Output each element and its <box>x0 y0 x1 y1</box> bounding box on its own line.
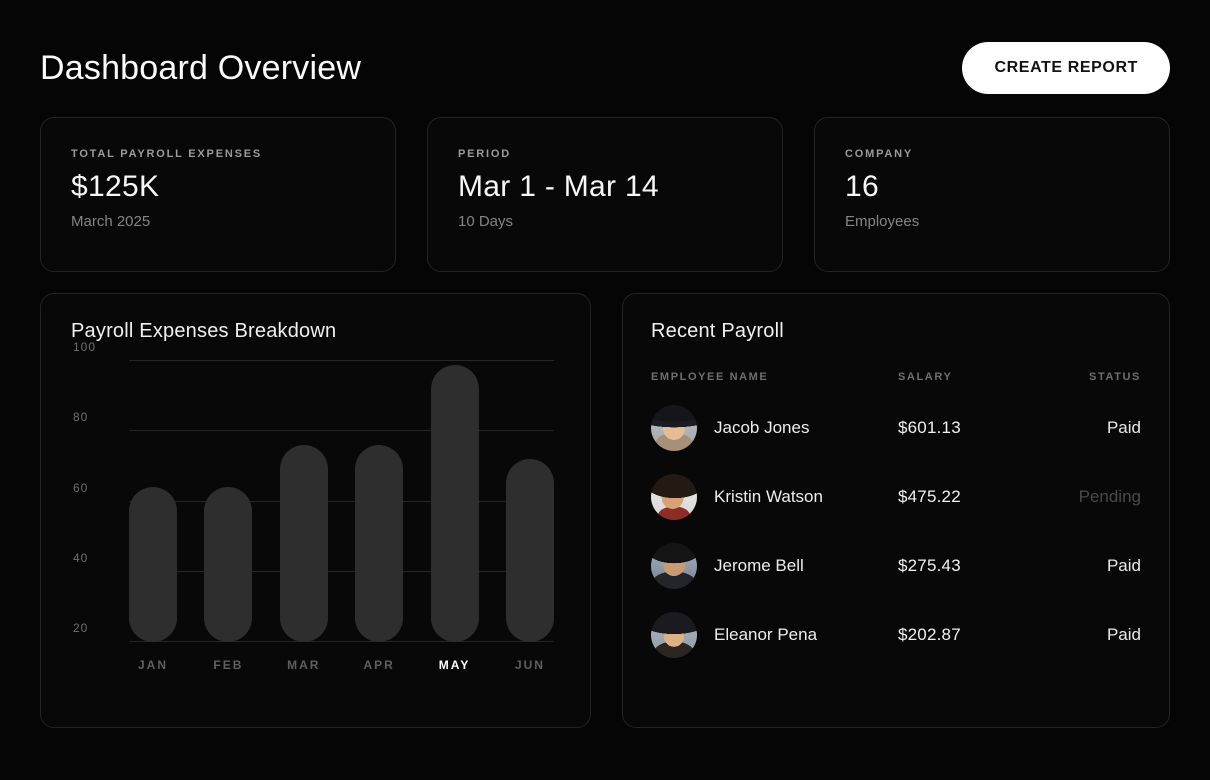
stat-subtitle: March 2025 <box>71 213 151 230</box>
column-salary: SALARY <box>898 371 953 383</box>
salary-value: $202.87 <box>898 624 961 644</box>
stat-value: $125K <box>71 170 160 203</box>
salary-value: $601.13 <box>898 417 961 437</box>
payroll-row-kristin-watson[interactable]: Kristin Watson $475.22 Pending <box>651 462 1141 531</box>
bar-apr[interactable] <box>355 445 404 642</box>
stat-value: 16 <box>845 170 879 203</box>
payroll-row-eleanor-pena[interactable]: Eleanor Pena $202.87 Paid <box>651 600 1141 669</box>
bar-jan[interactable] <box>129 487 177 642</box>
y-axis-tick-label: 100 <box>73 340 97 354</box>
chart-gridline <box>129 500 554 502</box>
column-status: STATUS <box>1089 371 1141 383</box>
payroll-table-header: EMPLOYEE NAME SALARY STATUS <box>651 371 1141 383</box>
employee-name: Eleanor Pena <box>714 624 818 644</box>
salary-value: $475.22 <box>898 486 961 506</box>
chart-gridline <box>129 360 554 361</box>
employee-cell: Eleanor Pena <box>651 611 898 658</box>
employee-name: Jacob Jones <box>714 417 810 437</box>
y-axis-tick-label: 60 <box>73 480 89 495</box>
create-report-button[interactable]: CREATE REPORT <box>962 42 1170 94</box>
recent-payroll-card: Recent Payroll EMPLOYEE NAME SALARY STAT… <box>622 293 1170 728</box>
column-employee-name: EMPLOYEE NAME <box>651 371 769 383</box>
x-axis-label-jun[interactable]: JUN <box>514 658 545 672</box>
payroll-row-jacob-jones[interactable]: Jacob Jones $601.13 Paid <box>651 393 1141 462</box>
employee-cell: Jacob Jones <box>651 404 898 451</box>
page-header: Dashboard Overview CREATE REPORT <box>40 40 1170 96</box>
avatar <box>651 611 697 658</box>
status-badge: Paid <box>1106 555 1141 575</box>
avatar <box>651 404 697 451</box>
bar-may[interactable] <box>430 364 479 642</box>
x-axis-label-apr[interactable]: APR <box>363 658 395 672</box>
main-row: Payroll Expenses Breakdown 100 80 60 40 20 J… <box>40 293 1170 728</box>
payroll-table-body: Jacob Jones $601.13 Paid Kristin Watson $475… <box>651 393 1141 669</box>
employee-cell: Kristin Watson <box>651 473 898 520</box>
stat-subtitle: Employees <box>845 213 920 230</box>
bar-mar[interactable] <box>279 445 328 642</box>
x-axis-label-may[interactable]: MAY <box>438 658 471 672</box>
payroll-row-jerome-bell[interactable]: Jerome Bell $275.43 Paid <box>651 531 1141 600</box>
page-title: Dashboard Overview <box>40 48 362 87</box>
stat-card-period: PERIOD Mar 1 - Mar 14 10 Days <box>427 117 783 272</box>
chart-title: Payroll Expenses Breakdown <box>71 320 337 342</box>
stat-subtitle: 10 Days <box>458 213 514 230</box>
status-badge: Paid <box>1106 624 1141 644</box>
chart-gridline <box>129 570 554 572</box>
y-axis-tick-label: 80 <box>73 410 89 425</box>
x-axis-label-jan[interactable]: JAN <box>137 658 168 672</box>
status-badge: Paid <box>1106 417 1141 437</box>
x-axis-label-feb[interactable]: FEB <box>213 658 244 672</box>
x-axis-label-mar[interactable]: MAR <box>287 658 321 672</box>
status-badge: Pending <box>1078 486 1141 506</box>
stats-row: TOTAL PAYROLL EXPENSES $125K March 2025 … <box>40 117 1170 272</box>
stat-label: PERIOD <box>458 148 511 160</box>
chart-plot: 100 80 60 40 20 <box>71 340 560 642</box>
bar-feb[interactable] <box>204 487 253 642</box>
salary-value: $275.43 <box>898 555 961 575</box>
employee-cell: Jerome Bell <box>651 542 898 589</box>
employee-name: Jerome Bell <box>714 555 804 575</box>
stat-card-total-payroll: TOTAL PAYROLL EXPENSES $125K March 2025 <box>40 117 396 272</box>
chart-gridline <box>129 430 554 432</box>
stat-label: TOTAL PAYROLL EXPENSES <box>71 148 262 160</box>
avatar <box>651 542 697 589</box>
stat-label: COMPANY <box>845 148 914 160</box>
chart-bars <box>129 361 554 642</box>
chart-x-axis: JAN FEB MAR APR MAY JUN <box>129 658 554 672</box>
stat-value: Mar 1 - Mar 14 <box>458 170 659 203</box>
bar-jun[interactable] <box>505 459 554 642</box>
avatar <box>651 473 697 520</box>
chart-gridline <box>129 641 554 642</box>
y-axis-tick-label: 40 <box>73 550 89 565</box>
recent-payroll-title: Recent Payroll <box>651 320 784 342</box>
stat-card-company: COMPANY 16 Employees <box>814 117 1170 272</box>
y-axis-tick-label: 20 <box>73 621 89 635</box>
employee-name: Kristin Watson <box>714 486 823 506</box>
payroll-expenses-chart-card: Payroll Expenses Breakdown 100 80 60 40 20 J… <box>40 293 591 728</box>
